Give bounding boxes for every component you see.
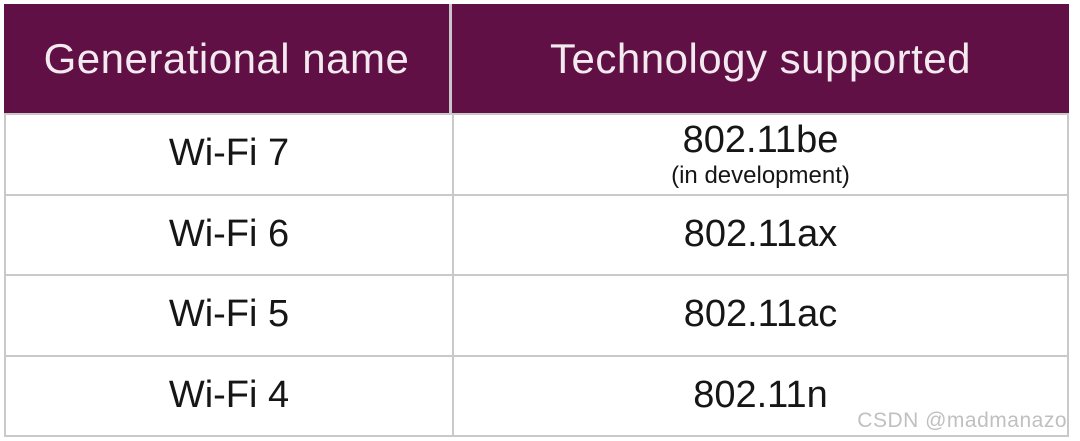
cell-generation: Wi-Fi 7 xyxy=(6,115,454,194)
cell-technology: 802.11ax xyxy=(454,196,1067,275)
watermark: CSDN @madmanazo xyxy=(857,409,1067,432)
cell-technology: 802.11ac xyxy=(454,276,1067,355)
cell-generation: Wi-Fi 5 xyxy=(6,276,454,355)
table-row-wifi-6: Wi-Fi 6 802.11ax xyxy=(6,195,1067,276)
cell-technology: 802.11be (in development) xyxy=(454,115,1067,194)
technology-value: 802.11n xyxy=(693,373,828,416)
header-column-divider xyxy=(449,4,452,113)
technology-note: (in development) xyxy=(671,161,850,189)
table-row-wifi-5: Wi-Fi 5 802.11ac xyxy=(6,276,1067,357)
cell-generation: Wi-Fi 4 xyxy=(6,356,454,435)
table-header-row: Generational name Technology supported xyxy=(4,4,1069,113)
technology-value: 802.11be xyxy=(682,119,839,162)
column-header-technology-supported: Technology supported xyxy=(550,34,971,82)
technology-value: 802.11ac xyxy=(683,293,838,336)
table-row-wifi-4: Wi-Fi 4 802.11n xyxy=(6,356,1067,436)
column-header-generational-name: Generational name xyxy=(43,34,410,82)
cell-generation: Wi-Fi 6 xyxy=(6,195,454,274)
technology-value: 802.11ax xyxy=(683,212,838,255)
table-row-wifi-7: Wi-Fi 7 802.11be (in development) xyxy=(6,115,1067,196)
table-body: Wi-Fi 7 802.11be (in development) Wi-Fi … xyxy=(4,113,1069,437)
wifi-generations-table: Generational name Technology supported W… xyxy=(4,4,1069,437)
cell-technology: 802.11n xyxy=(454,357,1067,436)
